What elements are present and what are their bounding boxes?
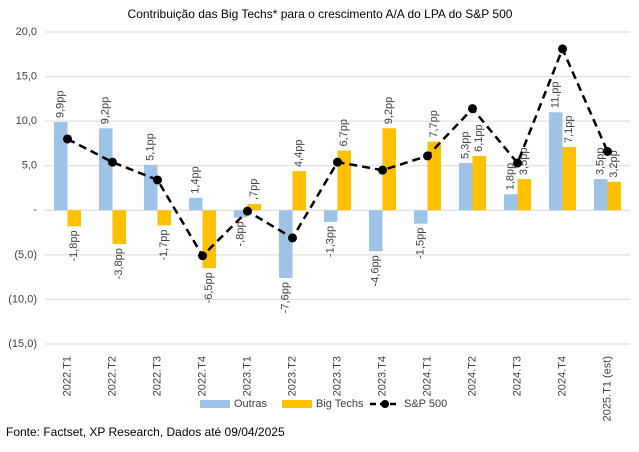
data-label: -7,6pp: [280, 282, 292, 313]
legend-swatch: [282, 400, 312, 408]
bar: [594, 179, 608, 211]
line-marker: [423, 151, 432, 161]
bar: [292, 171, 306, 211]
data-label: -,8pp: [235, 221, 247, 246]
bar: [279, 210, 293, 279]
data-label: -1,3pp: [325, 226, 337, 257]
y-tick-label: 15,0: [16, 70, 37, 82]
data-label: ,7pp: [248, 179, 260, 200]
bar: [369, 210, 383, 252]
bar: [54, 122, 68, 211]
legend-label: Outras: [234, 398, 268, 410]
data-label: 5,3pp: [460, 132, 472, 160]
data-label: -6,5pp: [203, 272, 215, 303]
bar: [562, 146, 576, 211]
y-tick-label: (15,0): [8, 338, 37, 350]
data-label: 7,1pp: [563, 115, 575, 143]
line-marker: [558, 44, 567, 54]
bar: [234, 210, 248, 218]
data-label: 4,4pp: [293, 140, 305, 168]
bar: [517, 179, 531, 211]
data-label: -1,8pp: [68, 230, 80, 261]
data-label: 1,4pp: [190, 166, 202, 194]
bar: [459, 163, 473, 211]
bar: [472, 155, 486, 211]
data-label: 6,1pp: [473, 124, 485, 152]
y-tick-label: 10,0: [16, 115, 37, 127]
bar: [414, 210, 428, 224]
x-tick-label: 2024.T4: [556, 356, 568, 396]
bar: [157, 210, 171, 226]
bar: [189, 197, 203, 211]
data-label: 3,5pp: [595, 148, 607, 176]
x-tick-label: 2023.T1: [241, 356, 253, 396]
data-label: 3,2pp: [608, 150, 620, 178]
bar: [337, 150, 351, 211]
x-tick-label: 2023.T2: [286, 356, 298, 396]
bar: [247, 204, 261, 211]
x-tick-label: 2025.T1 (est): [601, 356, 613, 421]
legend-swatch: [200, 400, 230, 408]
x-tick-label: 2023.T4: [376, 356, 388, 396]
line-marker: [288, 233, 297, 243]
bar: [504, 194, 518, 211]
bar: [144, 164, 158, 211]
data-label: 9,2pp: [100, 97, 112, 125]
bar: [112, 210, 126, 245]
bar: [607, 181, 621, 211]
line-marker: [108, 157, 117, 167]
bar: [549, 112, 563, 211]
x-tick-label: 2022.T1: [61, 356, 73, 396]
y-tick-label: (5,0): [14, 249, 37, 261]
data-label: -1,5pp: [415, 228, 427, 259]
x-tick-label: 2022.T4: [196, 356, 208, 396]
data-label: -1,7pp: [158, 229, 170, 260]
line-marker: [513, 158, 522, 168]
y-tick-label: -: [33, 204, 37, 216]
x-tick-label: 2022.T3: [151, 356, 163, 396]
x-tick-label: 2024.T1: [421, 356, 433, 396]
data-label: 7,7pp: [428, 110, 440, 138]
x-tick-label: 2024.T2: [466, 356, 478, 396]
line-marker: [198, 251, 207, 261]
line-marker: [378, 165, 387, 175]
line-marker: [468, 104, 477, 114]
bar: [67, 210, 81, 227]
y-tick-label: 5,0: [22, 160, 37, 172]
x-tick-label: 2022.T2: [106, 356, 118, 396]
data-label: -3,8pp: [113, 248, 125, 279]
y-tick-label: (10,0): [8, 293, 37, 305]
data-label: 9,2pp: [383, 97, 395, 125]
line-marker: [243, 206, 252, 216]
line-marker: [603, 146, 612, 156]
legend-label: S&P 500: [404, 398, 447, 410]
legend-swatch: [381, 400, 389, 408]
x-tick-label: 2023.T3: [331, 356, 343, 396]
bar: [99, 128, 113, 211]
data-label: 9,9pp: [55, 91, 67, 119]
data-label: 5,1pp: [145, 133, 157, 161]
source-note: Fonte: Factset, XP Research, Dados até 0…: [6, 425, 285, 439]
data-label: -4,6pp: [370, 255, 382, 286]
data-label: 1,8pp: [505, 163, 517, 191]
data-label: 6,7pp: [338, 119, 350, 147]
y-tick-label: 20,0: [16, 26, 37, 38]
line-marker: [63, 134, 72, 144]
chart-title: Contribuição das Big Techs* para o cresc…: [128, 7, 513, 21]
legend-label: Big Techs: [316, 398, 364, 410]
bar: [324, 210, 338, 222]
line-marker: [153, 175, 162, 185]
x-tick-label: 2024.T3: [511, 356, 523, 396]
data-label: 11,pp: [550, 82, 562, 109]
line-marker: [333, 157, 342, 167]
